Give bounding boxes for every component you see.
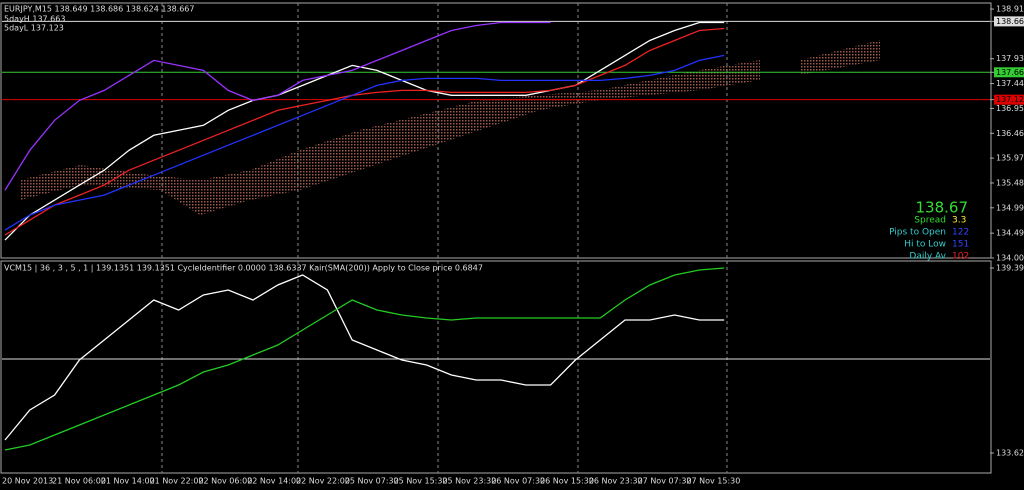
- y-tick-label: 135.480: [996, 178, 1024, 187]
- y-tick-label: 133.6268: [996, 449, 1024, 458]
- note: 5dayH 137.663: [4, 15, 65, 24]
- series-line: [4, 54, 725, 231]
- info-label: Daily Av: [909, 252, 946, 262]
- price-box: [994, 67, 1024, 78]
- symbol-header: EURJPY,M15 138.649 138.686 138.624 138.6…: [4, 5, 195, 14]
- sub-frame: [0, 260, 992, 474]
- y-tick-label: 137.663: [996, 68, 1024, 77]
- price-box: [994, 94, 1024, 105]
- info-label: Pips to Open: [889, 228, 946, 238]
- y-tick-label: 137.930: [996, 54, 1024, 63]
- y-tick-label: 135.970: [996, 154, 1024, 163]
- y-tick-label: 136.460: [996, 129, 1024, 138]
- y-tick-label: 138.667: [996, 17, 1024, 26]
- x-tick-label: 22 Nov 06:00: [198, 477, 252, 486]
- x-tick-label: 26 Nov 07:30: [491, 477, 545, 486]
- info-value: 102: [952, 252, 969, 262]
- series-line: [4, 21, 551, 191]
- x-tick-label: 25 Nov 15:30: [394, 477, 448, 486]
- price: 138.67: [916, 199, 969, 217]
- y-tick-label: 138.910: [996, 5, 1024, 14]
- ichimoku-cloud: [800, 40, 880, 75]
- day-separators: [161, 3, 728, 473]
- x-tick-label: 25 Nov 23:30: [442, 477, 496, 486]
- x-tick-label: 21 Nov 22:00: [150, 477, 204, 486]
- y-tick-label: 137.440: [996, 79, 1024, 88]
- info-label: Hi to Low: [904, 240, 946, 250]
- info-value: 151: [952, 240, 969, 250]
- x-tick-label: 21 Nov 06:00: [52, 477, 106, 486]
- x-tick-label: 27 Nov 07:30: [638, 477, 692, 486]
- series-line: [4, 267, 725, 451]
- x-tick-label: 27 Nov 15:30: [686, 477, 740, 486]
- y-tick-label: 134.990: [996, 203, 1024, 212]
- ichimoku-cloud: [20, 60, 760, 215]
- series-line: [4, 21, 725, 241]
- info-value: 3.3: [952, 216, 966, 226]
- series-line: [4, 27, 725, 236]
- series-line: [4, 274, 725, 441]
- x-tick-label: 25 Nov 07:30: [345, 477, 399, 486]
- y-tick-label: 137.123: [996, 95, 1024, 104]
- info-value: 122: [952, 228, 969, 238]
- info-label: Spread: [914, 216, 946, 226]
- y-tick-label: 139.3974: [996, 264, 1024, 273]
- x-tick-label: 26 Nov 23:30: [589, 477, 643, 486]
- y-tick-label: 136.950: [996, 104, 1024, 113]
- indicator-header: VCM15 | 36 , 3 , 5 , 1 | 139.1351 139.13…: [4, 264, 483, 273]
- x-tick-label: 26 Nov 15:30: [540, 477, 594, 486]
- x-tick-label: 22 Nov 22:00: [296, 477, 350, 486]
- x-tick-label: 20 Nov 2013: [2, 477, 53, 486]
- price-box: [994, 16, 1024, 27]
- x-tick-label: 21 Nov 14:00: [101, 477, 155, 486]
- y-tick-label: 134.000: [996, 254, 1024, 263]
- y-tick-label: 134.490: [996, 229, 1024, 238]
- x-tick-label: 22 Nov 14:00: [247, 477, 301, 486]
- main-frame: [0, 2, 992, 259]
- note: 5dayL 137.123: [4, 24, 64, 33]
